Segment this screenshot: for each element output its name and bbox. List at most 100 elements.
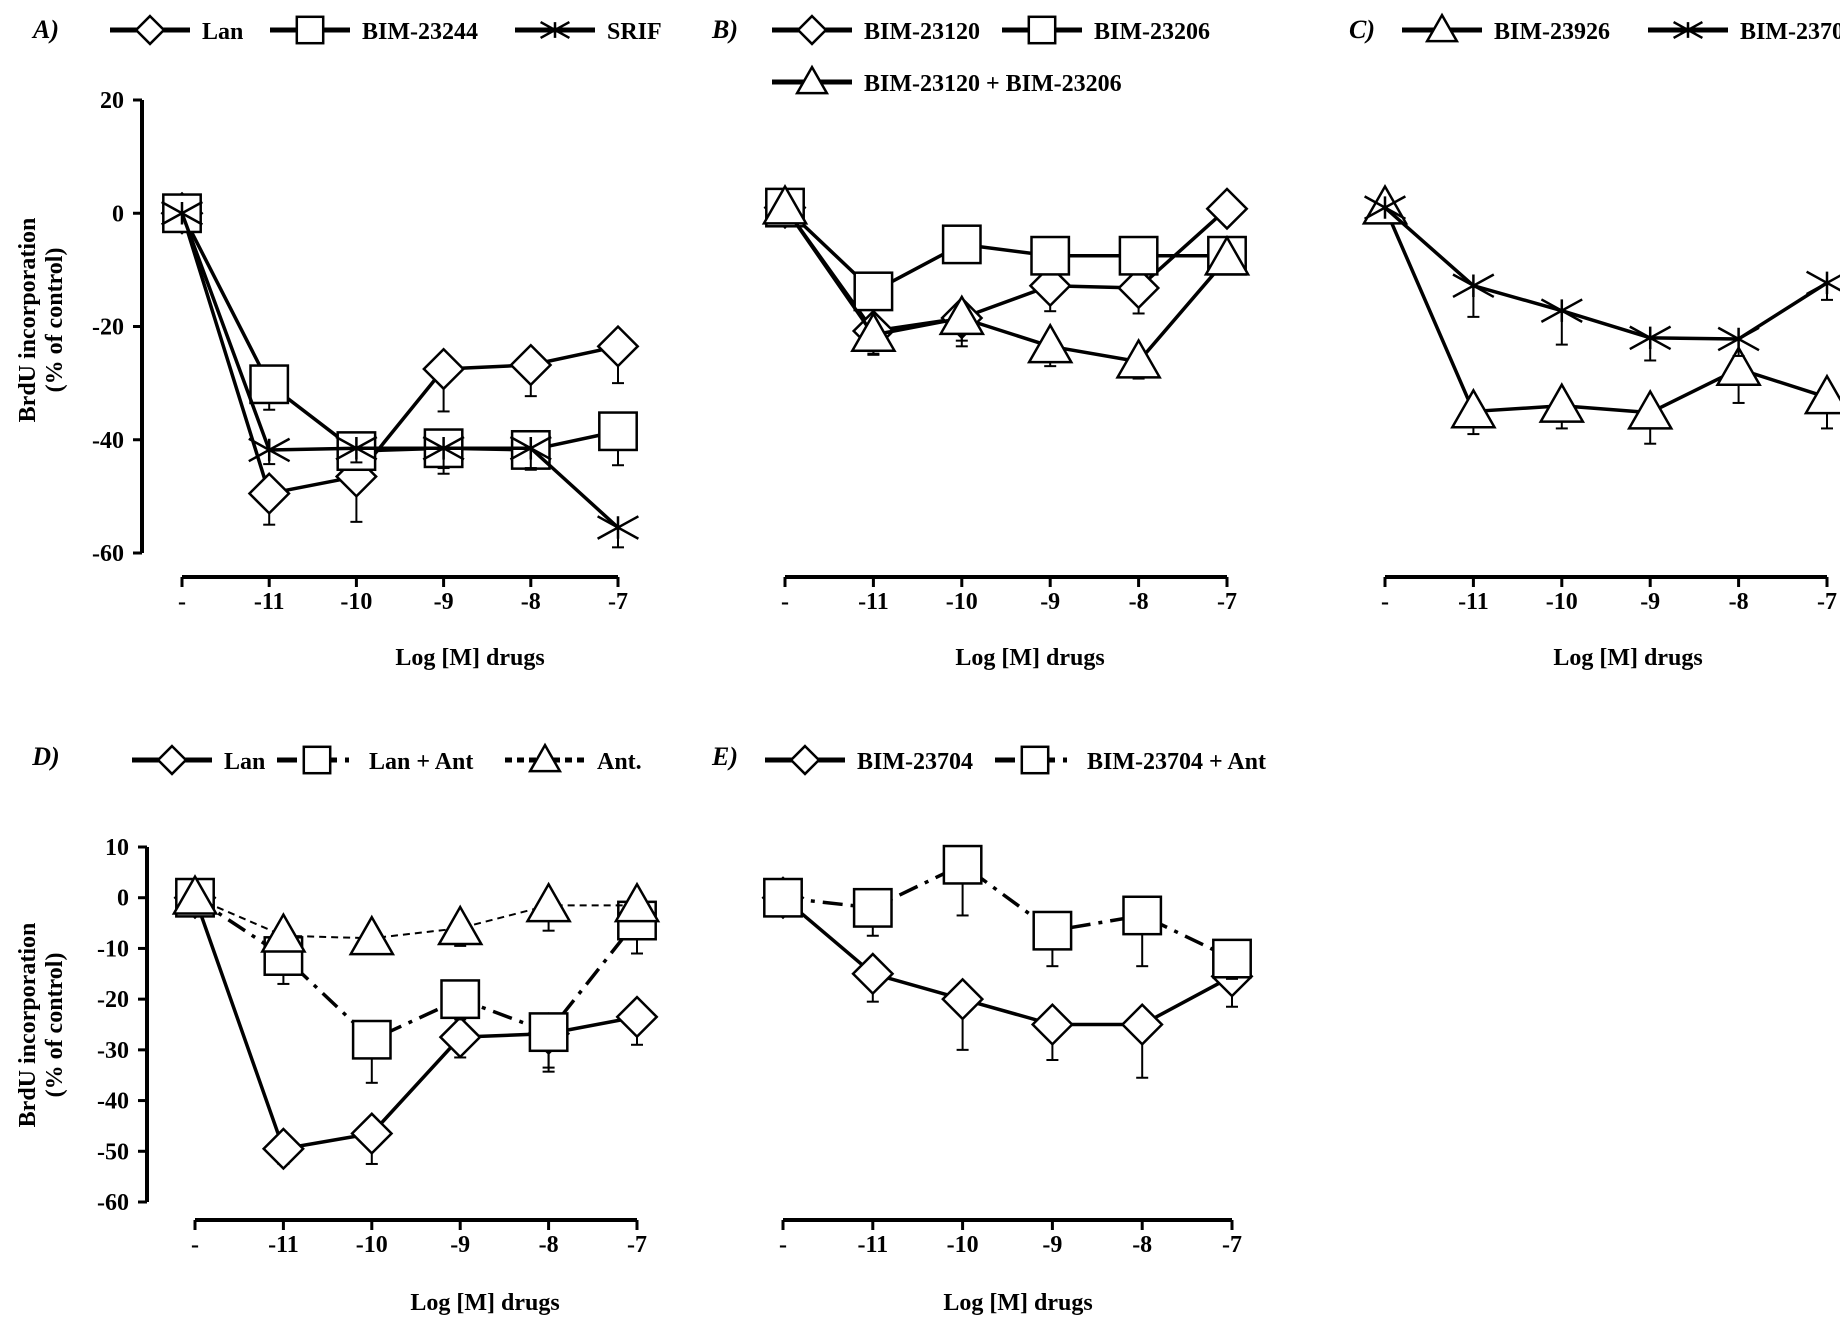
panel-e: E) BIM-23704 BIM-23704 + Ant - -11 -10 -9 -8 -7 L… xyxy=(711,742,1266,1316)
data-point xyxy=(1803,373,1840,415)
x-tick-label: -10 xyxy=(946,589,978,615)
series-2 xyxy=(761,183,1251,380)
y-axis-title-line1: BrdU incorporation xyxy=(15,923,41,1128)
data-point xyxy=(941,977,985,1021)
legend-label-0: BIM-23704 xyxy=(857,749,973,775)
data-point xyxy=(1450,387,1497,429)
series-line xyxy=(180,212,620,529)
data-point xyxy=(615,995,659,1039)
data-point xyxy=(596,515,640,540)
data-point xyxy=(525,881,572,923)
legend-label-1: BIM-23244 xyxy=(362,19,478,45)
x-tick-label: -11 xyxy=(254,589,285,615)
legend-label-0: Lan xyxy=(202,19,243,45)
data-point xyxy=(528,1012,569,1053)
series-1 xyxy=(765,187,1247,312)
x-tick-label: -11 xyxy=(1458,589,1489,615)
data-point xyxy=(436,904,484,946)
data-point xyxy=(763,877,803,918)
x-tick-label: -9 xyxy=(434,589,454,615)
data-point xyxy=(853,271,894,312)
y-tick-label: -30 xyxy=(97,1038,129,1064)
x-tick-label: -8 xyxy=(521,589,541,615)
series-2 xyxy=(171,874,661,956)
panel-label: E) xyxy=(711,742,738,771)
data-point xyxy=(247,472,291,516)
data-point xyxy=(351,1019,392,1060)
x-axis-title: Log [M] drugs xyxy=(955,645,1104,671)
data-point xyxy=(851,952,895,996)
data-point xyxy=(596,324,640,368)
x-tick-label: -8 xyxy=(1129,589,1149,615)
data-point xyxy=(1030,1003,1074,1046)
data-point xyxy=(1028,264,1072,308)
y-axis-title: BrdU incorporation (% of control) xyxy=(15,218,68,423)
legend-marker-diamond-0 xyxy=(134,14,166,46)
series-line xyxy=(194,896,639,1042)
y-tick-label: -50 xyxy=(97,1139,129,1165)
series-line xyxy=(193,897,638,1151)
data-point xyxy=(1626,388,1674,430)
x-tick-label: -9 xyxy=(1042,1232,1062,1258)
data-point xyxy=(613,881,661,923)
x-tick-label: -9 xyxy=(450,1232,470,1258)
data-point xyxy=(1540,298,1583,323)
data-point xyxy=(1115,338,1162,379)
data-point xyxy=(335,435,378,461)
legend-marker-square-1 xyxy=(1027,15,1057,45)
data-point xyxy=(1030,235,1071,276)
data-point xyxy=(1629,325,1672,351)
series-line xyxy=(180,212,619,453)
data-point xyxy=(1212,938,1252,979)
data-point xyxy=(850,311,897,353)
legend-marker-square-1 xyxy=(295,15,325,45)
legend-marker-square-1 xyxy=(1020,745,1050,775)
data-point xyxy=(1715,345,1762,387)
data-point xyxy=(261,1127,305,1171)
x-tick-label: -10 xyxy=(1546,589,1578,615)
data-point xyxy=(942,844,983,885)
series-1 xyxy=(162,193,638,475)
panel-a: A) Lan BIM-23244 SRIF 20 0 -20 -40 -60 BrdU incor… xyxy=(15,14,662,671)
x-axis-title: Log [M] drugs xyxy=(943,1290,1092,1316)
y-tick-label: -60 xyxy=(97,1190,129,1216)
x-tick-label: - xyxy=(191,1232,199,1258)
x-tick-label: -7 xyxy=(1217,589,1237,615)
data-point xyxy=(160,200,204,226)
data-point xyxy=(1203,234,1251,276)
data-point xyxy=(1363,195,1407,220)
series-0 xyxy=(173,876,659,1171)
panel-label: D) xyxy=(31,742,59,771)
series-2 xyxy=(160,200,640,549)
series-0 xyxy=(1361,183,1840,445)
y-tick-label: 0 xyxy=(112,201,124,227)
x-tick-label: -11 xyxy=(268,1232,299,1258)
series-line xyxy=(783,206,1227,294)
y-tick-label: -60 xyxy=(92,541,124,567)
series-line xyxy=(782,863,1233,961)
data-point xyxy=(761,183,809,225)
data-point xyxy=(422,347,466,391)
data-point xyxy=(249,364,290,405)
x-tick-label: - xyxy=(779,1232,787,1258)
data-point xyxy=(260,912,307,953)
data-point xyxy=(941,224,982,265)
y-tick-label: 0 xyxy=(117,886,129,912)
data-point xyxy=(938,294,986,336)
y-tick-label: -20 xyxy=(92,315,124,341)
x-tick-label: -11 xyxy=(858,589,889,615)
data-point xyxy=(1538,382,1586,423)
legend-marker-x-1 xyxy=(1672,20,1704,40)
y-axis-title-line2: (% of control) xyxy=(42,248,68,393)
data-point xyxy=(1032,910,1073,951)
data-point xyxy=(1118,235,1159,276)
data-point xyxy=(1122,895,1163,936)
x-tick-label: -8 xyxy=(539,1232,559,1258)
panel-label: B) xyxy=(711,15,738,44)
series-0 xyxy=(160,191,640,526)
x-tick-label: -8 xyxy=(1729,589,1749,615)
legend-label-1: Lan + Ant xyxy=(369,749,473,775)
x-tick-label: -9 xyxy=(1640,589,1660,615)
series-0 xyxy=(761,876,1254,1079)
series-0 xyxy=(763,186,1249,355)
